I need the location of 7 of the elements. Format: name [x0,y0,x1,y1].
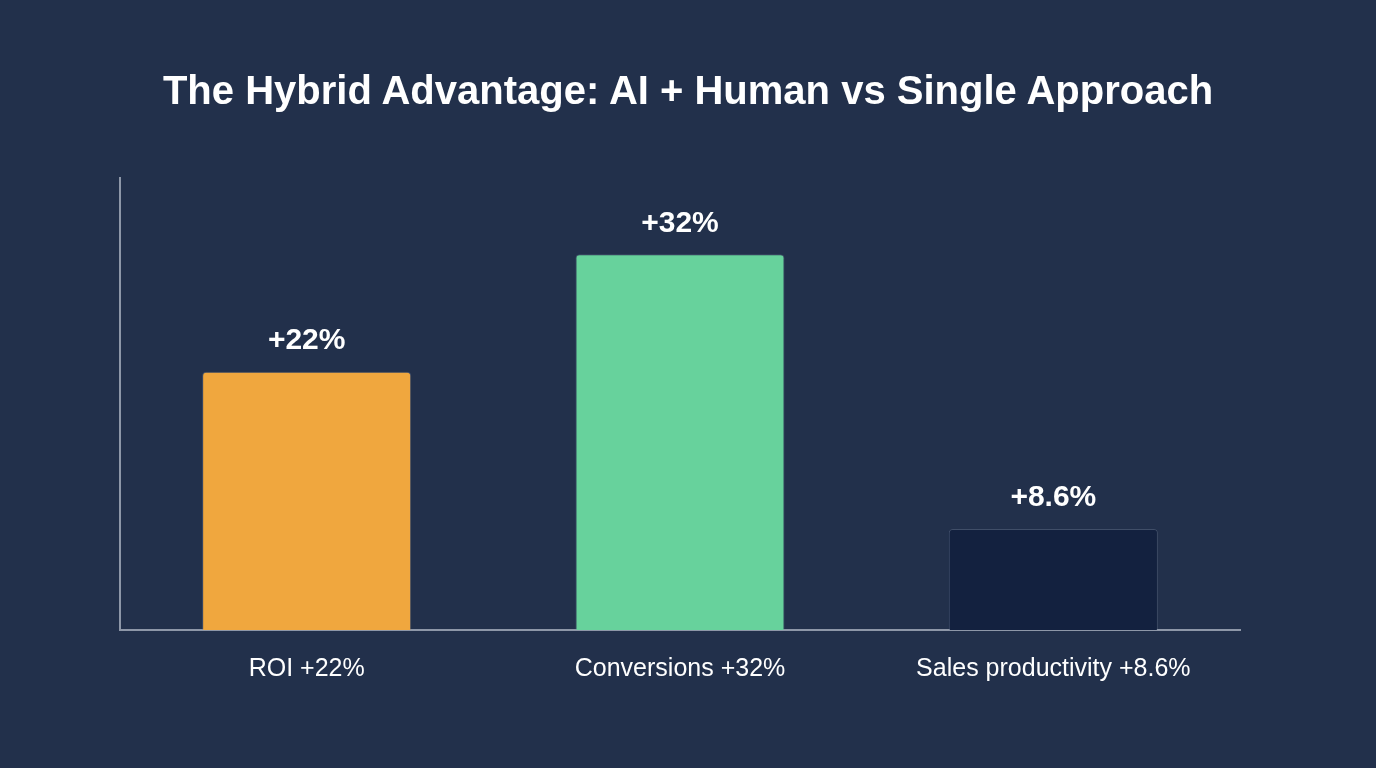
x-tick-label: Conversions +32% [574,652,786,681]
data-label: +8.6% [1010,479,1097,513]
chart-title: The Hybrid Advantage: AI + Human vs Single Approach [161,68,1215,113]
data-label: +32% [641,204,719,238]
data-label: +22% [267,321,346,355]
x-tick-label: Sales productivity +8.6% [916,652,1191,681]
x-tick-label: ROI +22% [248,652,365,681]
